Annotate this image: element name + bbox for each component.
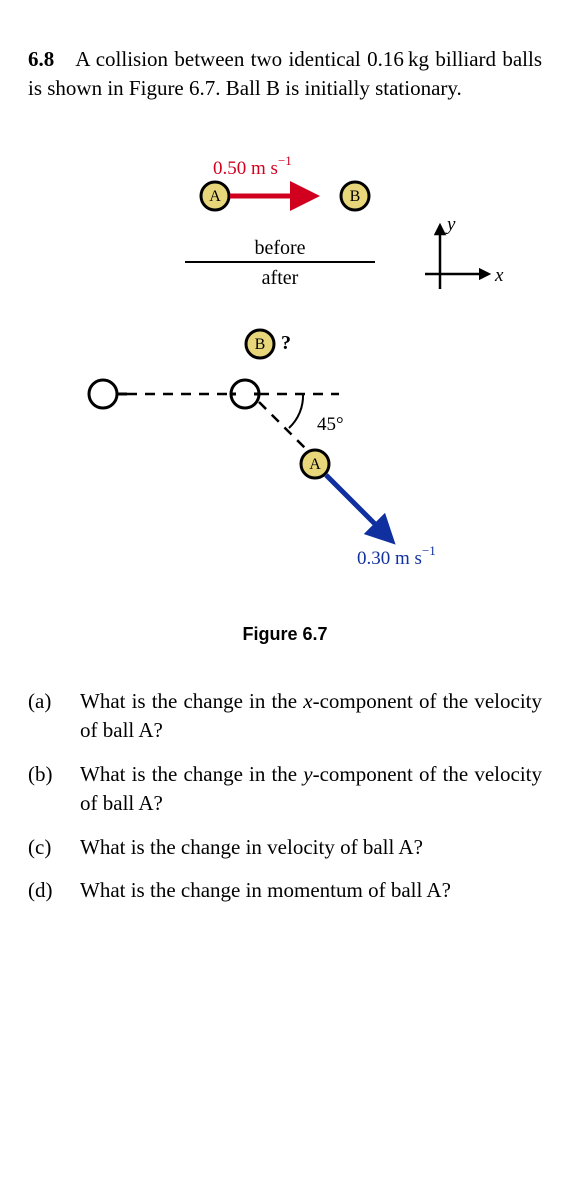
part-d-label: (d) <box>28 876 80 905</box>
x-axis-label: x <box>494 265 504 286</box>
ball-b-before-label: B <box>350 188 361 205</box>
part-a: (a) What is the change in the x-componen… <box>28 687 542 746</box>
part-d: (d) What is the change in momentum of ba… <box>28 876 542 905</box>
figure-caption: Figure 6.7 <box>28 622 542 647</box>
velocity-final-label: 0.30 m s−1 <box>357 543 436 569</box>
figure-svg: 0.50 m s−1 A B before after x y B ? 45° <box>55 144 515 594</box>
question-mark: ? <box>281 332 291 354</box>
after-label: after <box>262 267 299 289</box>
problem-statement: 6.8 A collision between two identi­cal 0… <box>28 45 542 104</box>
angle-label: 45° <box>317 414 344 435</box>
ghost-ball-2 <box>231 380 259 408</box>
part-c: (c) What is the change in velocity of ba… <box>28 833 542 862</box>
part-b: (b) What is the change in the y-componen… <box>28 760 542 819</box>
y-axis-label: y <box>445 214 456 235</box>
before-label: before <box>254 237 305 259</box>
ball-a-after-label: A <box>309 456 321 473</box>
problem-text-1: A collision between two identi­cal 0.16 <box>75 47 403 71</box>
part-c-label: (c) <box>28 833 80 862</box>
velocity-arrow-final <box>326 475 385 534</box>
ball-a-before-label: A <box>209 188 221 205</box>
kg-unit: kg <box>408 47 429 71</box>
part-b-label: (b) <box>28 760 80 789</box>
angle-arc <box>289 394 303 428</box>
part-b-text: What is the change in the y-component of… <box>80 760 542 819</box>
part-a-text: What is the change in the x-component of… <box>80 687 542 746</box>
ghost-ball-1 <box>89 380 127 408</box>
ball-b-after-label: B <box>255 336 266 353</box>
part-d-text: What is the change in momentum of ball A… <box>80 876 542 905</box>
dashed-path-angle <box>259 402 305 448</box>
coordinate-axes: x y <box>425 214 504 289</box>
problem-number: 6.8 <box>28 47 54 71</box>
figure-6-7: 0.50 m s−1 A B before after x y B ? 45° <box>28 144 542 647</box>
part-c-text: What is the change in velocity of ball A… <box>80 833 542 862</box>
part-a-label: (a) <box>28 687 80 716</box>
velocity-initial-label: 0.50 m s−1 <box>213 153 292 179</box>
